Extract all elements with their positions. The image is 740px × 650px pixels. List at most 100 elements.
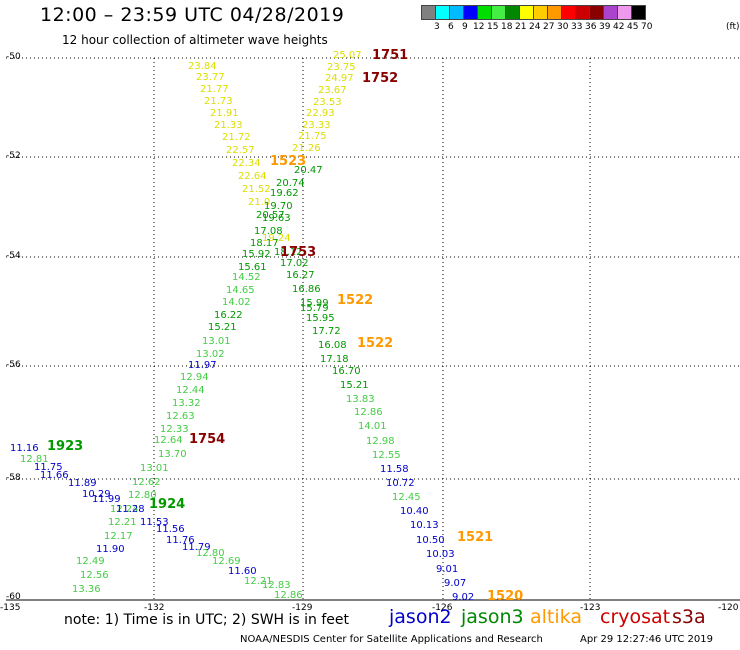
swh-value: 15.92: [242, 249, 271, 260]
legend-value-label: 33: [571, 22, 583, 32]
swh-value: 12.80: [196, 548, 225, 559]
swh-value: 12.24: [110, 504, 139, 515]
swh-value: 10.13: [410, 520, 439, 531]
satellite-label-s3a: s3a: [672, 606, 706, 628]
swh-value: 10.40: [400, 506, 429, 517]
swh-value: 11.60: [228, 566, 257, 577]
legend-value-label: 15: [487, 22, 499, 32]
legend-value-label: 12: [473, 22, 485, 32]
swh-value: 12.62: [132, 477, 161, 488]
lon-label: -129: [292, 603, 313, 613]
swh-value: 11.89: [68, 478, 97, 489]
swh-value: 11.56: [156, 524, 185, 535]
swh-value: 23.53: [313, 97, 342, 108]
swh-value: 21.77: [200, 84, 229, 95]
legend-value-label: 42: [613, 22, 625, 32]
swh-value: 11.76: [166, 535, 195, 546]
swh-value: 12.83: [262, 580, 291, 591]
swh-value: 16.86: [292, 284, 321, 295]
swh-value: 12.94: [180, 372, 209, 383]
swh-value: 9.01: [436, 564, 459, 575]
time-label: 1751: [372, 48, 409, 63]
swh-value: 23.75: [327, 62, 356, 73]
swh-value: 12.86: [354, 407, 383, 418]
swh-value: 11.16: [10, 443, 39, 454]
swh-value: 19.62: [270, 188, 299, 199]
swh-value: 12.69: [212, 556, 241, 567]
swh-value: 17.08: [254, 226, 283, 237]
swh-value: 12.98: [366, 436, 395, 447]
swh-value: 18.17: [250, 238, 279, 249]
swh-value: 12.33: [160, 424, 189, 435]
swh-value: 22.57: [226, 145, 255, 156]
swh-value: 14.02: [222, 297, 251, 308]
legend-swatch: [631, 5, 646, 20]
swh-value: 10.03: [426, 549, 455, 560]
swh-value: 11.28: [116, 504, 145, 515]
lat-label: -60: [6, 592, 21, 602]
swh-value: 12.21: [108, 517, 137, 528]
legend-unit-label: (ft): [726, 22, 740, 32]
lat-label: -52: [6, 151, 21, 161]
color-legend: [421, 5, 646, 20]
swh-value: 12.56: [80, 570, 109, 581]
swh-value: 25.07: [333, 50, 362, 61]
swh-value: 12.80: [128, 490, 157, 501]
lat-label: -56: [6, 360, 21, 370]
swh-value: 12.21: [244, 576, 273, 587]
swh-value: 21.73: [204, 96, 233, 107]
page-title: 12:00 – 23:59 UTC 04/28/2019: [40, 4, 345, 26]
swh-value: 18.12: [274, 247, 303, 258]
swh-value: 10.50: [416, 535, 445, 546]
swh-value: 21.72: [222, 132, 251, 143]
lon-label: -123: [580, 603, 601, 613]
swh-value: 12.49: [76, 556, 105, 567]
swh-value: 17.02: [280, 258, 309, 269]
swh-value: 13.83: [346, 394, 375, 405]
lat-label: -58: [6, 473, 21, 483]
swh-value: 15.95: [306, 313, 335, 324]
swh-value: 13.32: [172, 398, 201, 409]
swh-value: 10.29: [82, 489, 111, 500]
lon-label: -135: [0, 603, 21, 613]
swh-value: 15.79: [300, 303, 329, 314]
lat-label: -50: [6, 52, 21, 62]
swh-value: 13.01: [140, 463, 169, 474]
swh-value: 13.02: [196, 349, 225, 360]
legend-value-label: 30: [557, 22, 569, 32]
time-label: 1923: [47, 439, 84, 454]
swh-value: 12.17: [104, 531, 133, 542]
legend-value-label: 24: [529, 22, 541, 32]
swh-value: 21.0: [248, 197, 271, 208]
swh-value: 21.52: [242, 184, 271, 195]
swh-value: 10.72: [386, 478, 415, 489]
swh-value: 20.47: [294, 165, 323, 176]
time-label: 1522: [357, 336, 394, 351]
satellite-label-altika: altika: [530, 606, 582, 628]
legend-value-label: 21: [515, 22, 527, 32]
swh-value: 15.21: [340, 380, 369, 391]
satellite-label-cryosat: cryosat: [600, 606, 671, 628]
lon-label: -132: [144, 603, 165, 613]
swh-value: 11.53: [140, 517, 169, 528]
swh-value: 13.70: [158, 449, 187, 460]
time-label: 1753: [280, 245, 317, 260]
swh-value: 22.34: [232, 158, 261, 169]
swh-value: 11.66: [40, 470, 69, 481]
swh-value: 16.70: [332, 366, 361, 377]
legend-value-label: 70: [641, 22, 653, 32]
swh-value: 20.74: [276, 178, 305, 189]
swh-value: 12.63: [166, 411, 195, 422]
time-label: 1523: [270, 154, 307, 169]
swh-value: 13.01: [202, 336, 231, 347]
footer-timestamp: Apr 29 12:27:46 UTC 2019: [580, 634, 713, 645]
legend-value-label: 18: [501, 22, 513, 32]
swh-value: 12.45: [392, 492, 421, 503]
color-legend-labels: 3 6 9 12 15 18 21 24 27 30 33 36 39 42 45 70 (ft): [421, 22, 740, 34]
legend-value-label: 36: [585, 22, 597, 32]
legend-value-label: 39: [599, 22, 611, 32]
footer-credit: NOAA/NESDIS Center for Satellite Applica…: [240, 634, 543, 645]
lat-label: -54: [6, 251, 21, 261]
swh-value: 9.07: [444, 578, 467, 589]
